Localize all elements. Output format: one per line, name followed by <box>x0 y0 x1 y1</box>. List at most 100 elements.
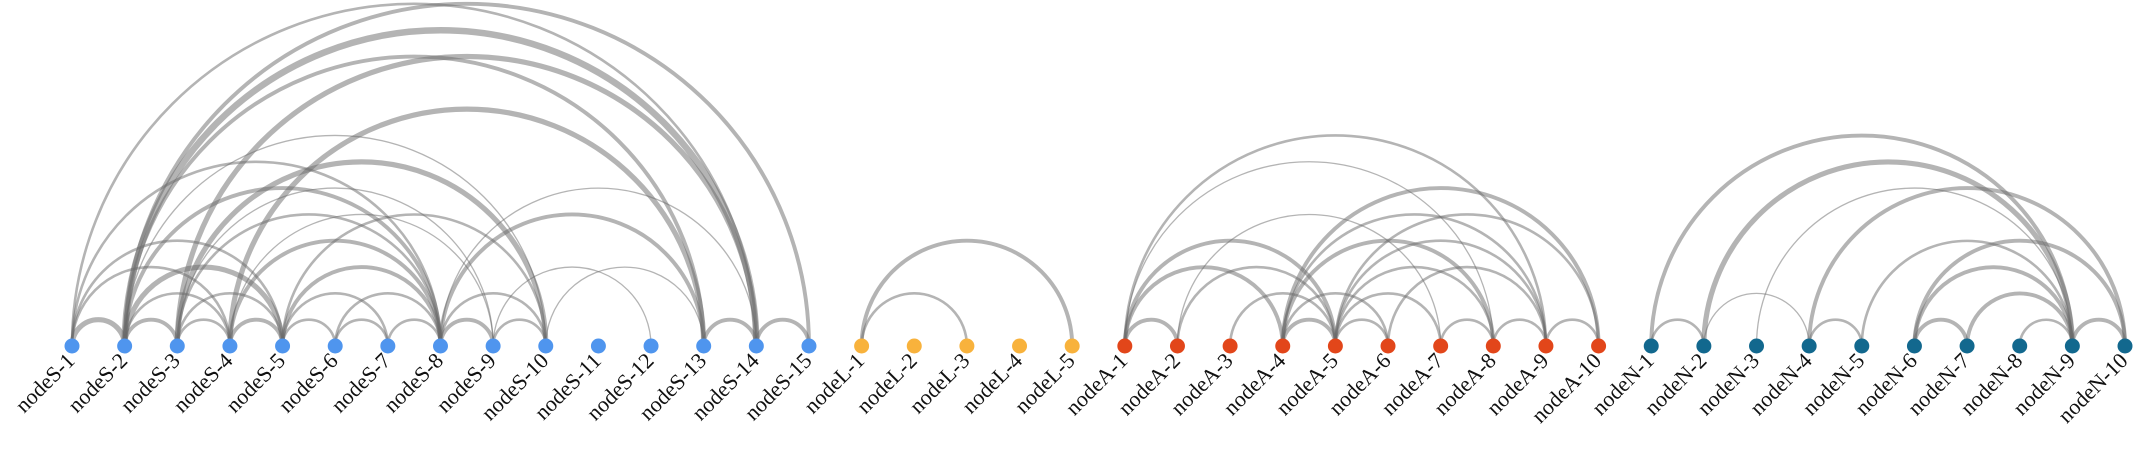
link-arc <box>1703 293 1810 347</box>
link-arc <box>1649 133 2075 347</box>
link-arc <box>1228 292 1337 347</box>
node <box>854 338 870 354</box>
node <box>1538 338 1554 354</box>
link-arc <box>1176 266 1337 347</box>
link-arc <box>1807 318 1864 347</box>
link-arc <box>1123 134 1548 347</box>
link-arc <box>174 54 759 347</box>
node <box>1749 338 1765 354</box>
link-arc <box>1912 239 2127 347</box>
link-arc <box>439 187 757 347</box>
link-arc <box>1544 318 1600 347</box>
node <box>1591 338 1607 354</box>
link-arc <box>1860 239 2074 347</box>
node <box>1801 338 1817 354</box>
node <box>64 338 80 354</box>
node <box>801 338 817 354</box>
node <box>643 338 659 354</box>
node <box>538 338 554 354</box>
node <box>590 338 606 354</box>
link-arc <box>333 318 390 347</box>
links <box>69 2 2127 347</box>
node <box>959 338 975 354</box>
node <box>1327 338 1343 354</box>
node <box>117 338 133 354</box>
node <box>906 338 922 354</box>
link-arc <box>1281 292 1390 347</box>
node <box>1643 338 1659 354</box>
node <box>1380 338 1396 354</box>
link-arc <box>1912 265 2075 347</box>
node <box>169 338 185 354</box>
node <box>1433 338 1449 354</box>
link-arc <box>281 318 337 347</box>
link-arc <box>1122 317 1180 347</box>
link-arc <box>1334 318 1390 347</box>
link-arc <box>1334 292 1442 347</box>
link-arc <box>281 213 548 347</box>
link-arc <box>175 292 284 347</box>
node <box>748 338 764 354</box>
link-arc <box>1334 239 1548 347</box>
link-arc <box>1965 291 2075 347</box>
link-arc <box>122 317 180 347</box>
link-arc <box>333 292 442 347</box>
link-arc <box>545 266 705 347</box>
link-arc <box>121 26 760 347</box>
node <box>275 338 291 354</box>
node <box>222 338 238 354</box>
link-arc <box>175 213 442 347</box>
node <box>432 338 448 354</box>
link-arc <box>1386 266 1548 347</box>
link-arc <box>438 317 496 347</box>
link-arc <box>2018 318 2074 347</box>
link-arc <box>70 160 442 347</box>
node <box>1854 338 1870 354</box>
link-arc <box>174 159 549 347</box>
link-arc <box>1281 213 1548 347</box>
link-arc <box>438 212 706 347</box>
link-arc <box>1334 213 1600 347</box>
link-arc <box>176 187 494 347</box>
link-arc <box>491 318 548 347</box>
link-arc <box>860 292 969 347</box>
link-arc <box>1280 317 1338 347</box>
link-arc <box>386 318 442 347</box>
link-arc <box>859 238 1075 347</box>
node <box>1275 338 1291 354</box>
node <box>1064 338 1080 354</box>
link-arc <box>1176 213 1442 347</box>
link-arc <box>701 317 759 347</box>
link-arc <box>1649 318 1706 347</box>
link-arc <box>1439 318 1495 347</box>
node <box>1222 338 1238 354</box>
link-arc <box>123 134 547 347</box>
link-arc <box>229 214 494 347</box>
node <box>485 338 501 354</box>
link-arc <box>1122 239 1338 347</box>
link-arc <box>227 317 285 347</box>
node <box>1012 338 1028 354</box>
link-arc <box>1492 318 1548 347</box>
node <box>1117 338 1133 354</box>
node <box>1696 338 1712 354</box>
link-arc <box>280 265 443 347</box>
link-arc <box>1280 186 1601 347</box>
node <box>1959 338 1975 354</box>
node <box>1906 338 1922 354</box>
link-arc <box>1755 187 2074 347</box>
link-arc <box>492 266 652 347</box>
node <box>2064 338 2080 354</box>
link-arc <box>69 317 128 347</box>
link-arc <box>1912 317 1970 347</box>
link-arc <box>227 107 707 347</box>
node <box>327 338 343 354</box>
link-arc <box>1807 186 2127 347</box>
node <box>696 338 712 354</box>
node <box>2012 338 2028 354</box>
link-arc <box>1701 159 2075 347</box>
link-arc <box>122 186 443 347</box>
link-arc <box>1124 161 1494 347</box>
node <box>1485 338 1501 354</box>
